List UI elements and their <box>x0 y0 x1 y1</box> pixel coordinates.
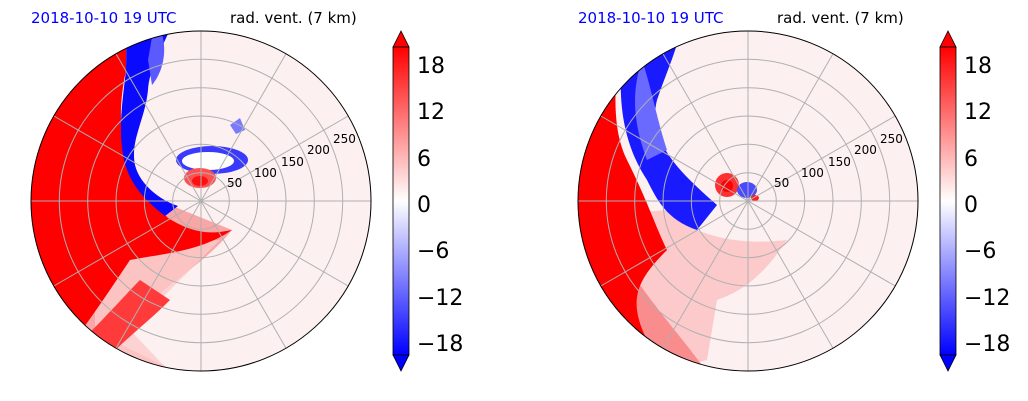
colorbar-tick-label: 18 <box>964 54 992 79</box>
colorbar-tick-label: 12 <box>964 100 992 125</box>
colorbar-tick-label: −6 <box>417 239 449 264</box>
colorbar-tick-label: 18 <box>417 54 445 79</box>
colorbar-ticks-right: 18 12 6 0 −6 −12 −18 <box>964 54 1010 357</box>
colorbar-tick-label: 6 <box>964 147 978 172</box>
r-tick-label: 150 <box>828 155 851 169</box>
colorbar-tick-label: −18 <box>964 332 1010 357</box>
r-tick-label: 100 <box>801 166 824 180</box>
colorbar-tick-label: 12 <box>417 100 445 125</box>
polar-frame-right <box>577 30 919 372</box>
title-date-left: 2018-10-10 19 UTC <box>31 9 177 27</box>
r-tick-label: 250 <box>880 132 903 146</box>
r-tick-label: 200 <box>307 143 330 157</box>
grid-spokes-left <box>31 31 371 371</box>
r-tick-labels-right: 50 100 150 200 250 <box>774 132 903 190</box>
colorbar-tick-label: 0 <box>417 193 431 218</box>
radar-panel-right: 2018-10-10 19 UTC rad. vent. (7 km) <box>547 0 1028 401</box>
r-tick-label: 250 <box>333 132 356 146</box>
r-tick-label: 50 <box>774 176 789 190</box>
colorbar-tick-label: −18 <box>417 332 463 357</box>
colorbar-tick-label: 6 <box>417 147 431 172</box>
r-tick-labels-left: 50 100 150 200 250 <box>227 132 356 190</box>
title-variable-right: rad. vent. (7 km) <box>777 9 904 27</box>
colorbar-tick-label: −12 <box>417 286 463 311</box>
polar-plot-right: 50 100 150 200 250 18 12 6 0 −6 −12 −18 <box>577 30 1010 372</box>
colorbar-right <box>939 30 957 372</box>
polar-frame-left <box>30 30 372 372</box>
r-tick-label: 200 <box>854 143 877 157</box>
grid-spokes-right <box>578 31 918 371</box>
colorbar-tick-label: −12 <box>964 286 1010 311</box>
polar-plot-left: 50 100 150 200 250 18 12 6 0 −6 −12 − <box>30 30 463 372</box>
colorbar-tick-label: −6 <box>964 239 996 264</box>
colorbar-tick-label: 0 <box>964 193 978 218</box>
title-date-right: 2018-10-10 19 UTC <box>578 9 724 27</box>
colorbar-ticks-left: 18 12 6 0 −6 −12 −18 <box>417 54 463 357</box>
title-variable-left: rad. vent. (7 km) <box>230 9 357 27</box>
r-tick-label: 100 <box>254 166 277 180</box>
colorbar-left <box>392 30 410 372</box>
radar-panel-left: 2018-10-10 19 UTC rad. vent. (7 km) <box>30 9 463 372</box>
r-tick-label: 50 <box>227 176 242 190</box>
r-tick-label: 150 <box>281 155 304 169</box>
